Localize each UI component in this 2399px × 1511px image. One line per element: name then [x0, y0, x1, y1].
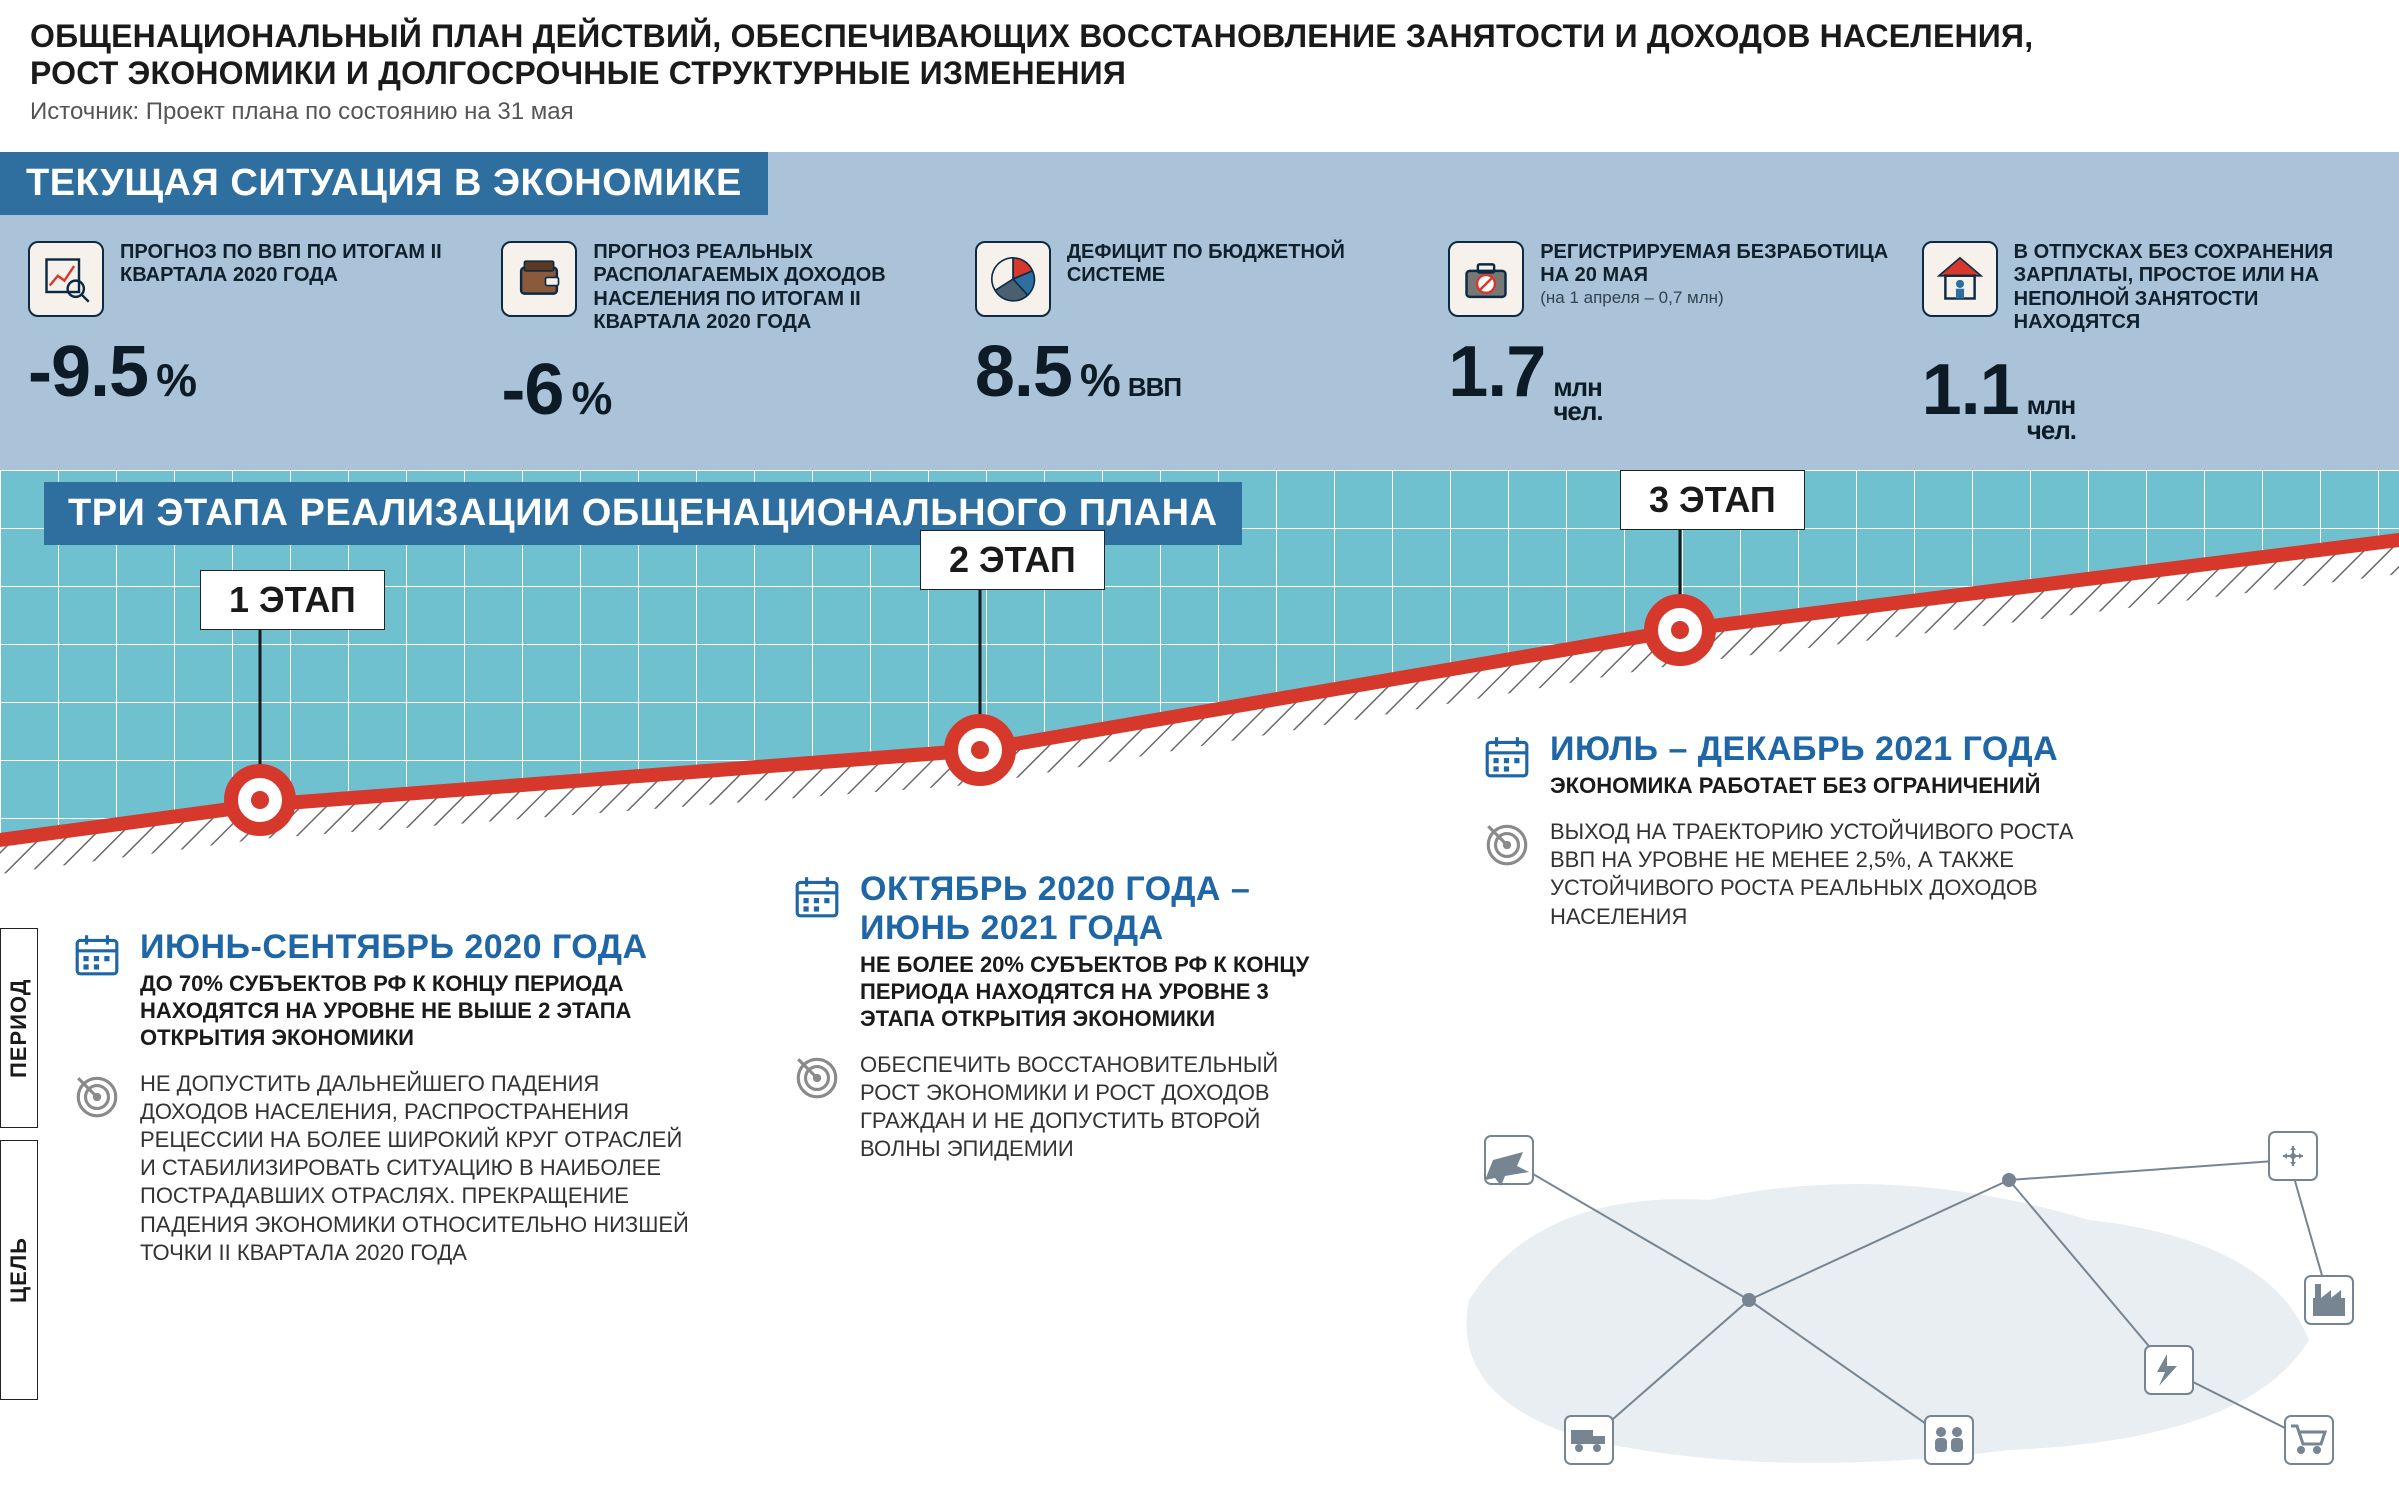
target-icon: [1480, 818, 1534, 872]
stage2-period-title: ОКТЯБРЬ 2020 ГОДА – ИЮНЬ 2021 ГОДА: [860, 870, 1310, 948]
stat-unemployment-value: 1.7 млнчел.: [1448, 331, 1897, 424]
stat-deficit-value: 8.5% ВВП: [975, 331, 1424, 413]
situation-stats-row: ПРОГНОЗ ПО ВВП ПО ИТОГАМ II КВАРТАЛА 202…: [0, 215, 2399, 443]
page-title-line1: ОБЩЕНАЦИОНАЛЬНЫЙ ПЛАН ДЕЙСТВИЙ, ОБЕСПЕЧИ…: [30, 18, 2369, 55]
house-person-icon: [1922, 241, 1998, 317]
stage-node-2: [944, 714, 1016, 786]
side-label-goal: ЦЕЛЬ: [0, 1140, 38, 1400]
stage-block-1: ИЮНЬ-СЕНТЯБРЬ 2020 ГОДА ДО 70% СУБЪЕКТОВ…: [70, 928, 690, 1267]
target-icon: [790, 1051, 844, 1105]
stage-node-1: [224, 764, 296, 836]
network-map-decoration: [1389, 1040, 2369, 1500]
stage1-goal: НЕ ДОПУСТИТЬ ДАЛЬНЕЙШЕГО ПАДЕНИЯ ДОХОДОВ…: [140, 1070, 690, 1267]
briefcase-no-icon: [1448, 241, 1524, 317]
header: ОБЩЕНАЦИОНАЛЬНЫЙ ПЛАН ДЕЙСТВИЙ, ОБЕСПЕЧИ…: [0, 0, 2399, 136]
stat-gdp-value: -9.5%: [28, 331, 477, 413]
stage1-period-title: ИЮНЬ-СЕНТЯБРЬ 2020 ГОДА: [140, 928, 690, 967]
stage1-period-desc: ДО 70% СУБЪЕКТОВ РФ К КОНЦУ ПЕРИОДА НАХО…: [140, 971, 690, 1051]
stat-income: ПРОГНОЗ РЕАЛЬНЫХ РАСПОЛАГАЕМЫХ ДОХОДОВ Н…: [501, 241, 950, 431]
stat-furlough-value: 1.1 млнчел.: [1922, 349, 2371, 442]
calendar-icon: [790, 870, 844, 924]
stat-deficit-text: ДЕФИЦИТ ПО БЮДЖЕТНОЙ СИСТЕМЕ: [1067, 241, 1424, 288]
stat-gdp: ПРОГНОЗ ПО ВВП ПО ИТОГАМ II КВАРТАЛА 202…: [28, 241, 477, 413]
side-label-period: ПЕРИОД: [0, 928, 38, 1128]
stage-block-3: ИЮЛЬ – ДЕКАБРЬ 2021 ГОДА ЭКОНОМИКА РАБОТ…: [1480, 730, 2120, 930]
stages-section: ТРИ ЭТАПА РЕАЛИЗАЦИИ ОБЩЕНАЦИОНАЛЬНОГО П…: [0, 470, 2399, 1510]
stage-flag-1: 1 ЭТАП: [200, 570, 385, 630]
stage-node-3: [1644, 594, 1716, 666]
stat-income-text: ПРОГНОЗ РЕАЛЬНЫХ РАСПОЛАГАЕМЫХ ДОХОДОВ Н…: [593, 241, 950, 335]
stage-flag-3: 3 ЭТАП: [1620, 470, 1805, 530]
stat-unemployment-note: (на 1 апреля – 0,7 млн): [1540, 288, 1897, 308]
stage2-goal: ОБЕСПЕЧИТЬ ВОССТАНОВИТЕЛЬНЫЙ РОСТ ЭКОНОМ…: [860, 1051, 1310, 1164]
stage-block-2: ОКТЯБРЬ 2020 ГОДА – ИЮНЬ 2021 ГОДА НЕ БО…: [790, 870, 1310, 1163]
stage3-period-sub: ЭКОНОМИКА РАБОТАЕТ БЕЗ ОГРАНИЧЕНИЙ: [1550, 773, 2058, 800]
page-source: Источник: Проект плана по состоянию на 3…: [30, 98, 2369, 126]
stat-income-value: -6%: [501, 349, 950, 431]
stat-gdp-text: ПРОГНОЗ ПО ВВП ПО ИТОГАМ II КВАРТАЛА 202…: [120, 241, 477, 288]
target-icon: [70, 1070, 124, 1124]
side-labels: ПЕРИОД ЦЕЛЬ: [0, 928, 42, 1412]
stat-unemployment: РЕГИСТРИРУЕМАЯ БЕЗРАБОТИЦА НА 20 МАЯ (на…: [1448, 241, 1897, 424]
stat-unemployment-text: РЕГИСТРИРУЕМАЯ БЕЗРАБОТИЦА НА 20 МАЯ: [1540, 241, 1897, 288]
gdp-chart-icon: [28, 241, 104, 317]
stat-deficit: ДЕФИЦИТ ПО БЮДЖЕТНОЙ СИСТЕМЕ 8.5% ВВП: [975, 241, 1424, 413]
stage2-period-desc: НЕ БОЛЕЕ 20% СУБЪЕКТОВ РФ К КОНЦУ ПЕРИОД…: [860, 952, 1310, 1032]
pie-chart-icon: [975, 241, 1051, 317]
page-title-line2: РОСТ ЭКОНОМИКИ И ДОЛГОСРОЧНЫЕ СТРУКТУРНЫ…: [30, 55, 2369, 92]
situation-panel: ТЕКУЩАЯ СИТУАЦИЯ В ЭКОНОМИКЕ ПРОГНОЗ ПО …: [0, 152, 2399, 471]
stage-flag-2: 2 ЭТАП: [920, 530, 1105, 590]
stage3-period-title: ИЮЛЬ – ДЕКАБРЬ 2021 ГОДА: [1550, 730, 2058, 769]
stat-furlough: В ОТПУСКАХ БЕЗ СОХРАНЕНИЯ ЗАРПЛАТЫ, ПРОС…: [1922, 241, 2371, 443]
situation-title: ТЕКУЩАЯ СИТУАЦИЯ В ЭКОНОМИКЕ: [0, 152, 768, 215]
stage3-goal: ВЫХОД НА ТРАЕКТОРИЮ УСТОЙЧИВОГО РОСТА ВВ…: [1550, 818, 2120, 931]
calendar-icon: [70, 928, 124, 982]
stat-furlough-text: В ОТПУСКАХ БЕЗ СОХРАНЕНИЯ ЗАРПЛАТЫ, ПРОС…: [2014, 241, 2371, 335]
wallet-icon: [501, 241, 577, 317]
calendar-icon: [1480, 730, 1534, 784]
